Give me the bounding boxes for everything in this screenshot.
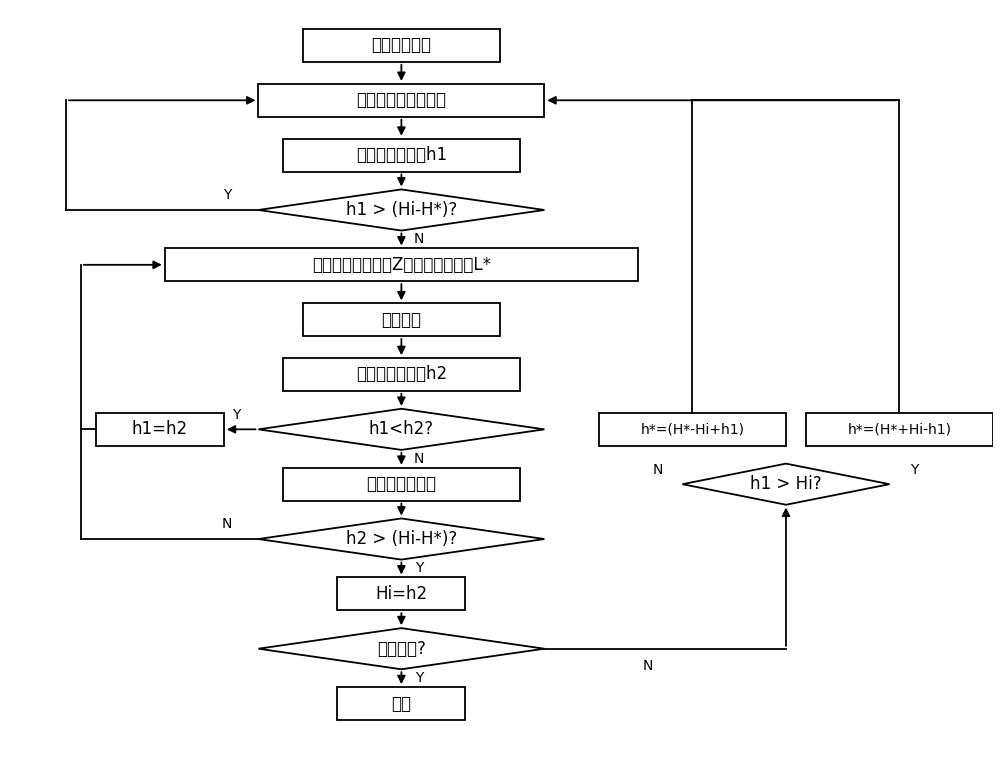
Polygon shape <box>258 628 544 669</box>
Bar <box>599 413 786 446</box>
Bar <box>283 467 520 500</box>
Text: 计算灰度方差值h1: 计算灰度方差值h1 <box>356 146 447 164</box>
Text: h1<h2?: h1<h2? <box>369 420 434 438</box>
Polygon shape <box>682 464 890 505</box>
Bar <box>337 578 465 611</box>
Text: N: N <box>653 464 663 477</box>
Text: h*=(H*+Hi-h1): h*=(H*+Hi-h1) <box>847 422 951 437</box>
Text: h1=h2: h1=h2 <box>132 420 188 438</box>
Text: 测试结束?: 测试结束? <box>377 640 426 658</box>
Text: Hi=h2: Hi=h2 <box>375 585 427 603</box>
Bar <box>806 413 993 446</box>
Text: 采集当前位置的图像: 采集当前位置的图像 <box>356 92 446 109</box>
Bar <box>283 139 520 172</box>
Bar <box>165 249 638 281</box>
Text: Y: Y <box>415 671 423 685</box>
Text: 原位测试开始: 原位测试开始 <box>371 36 431 55</box>
Text: h2 > (Hi-H*)?: h2 > (Hi-H*)? <box>346 530 457 548</box>
Polygon shape <box>258 518 544 560</box>
Text: N: N <box>414 452 424 466</box>
Bar <box>303 29 500 62</box>
Text: 采集图像: 采集图像 <box>381 310 421 329</box>
Text: 计算灰度方差值h2: 计算灰度方差值h2 <box>356 366 447 383</box>
Bar <box>96 413 224 446</box>
Polygon shape <box>258 189 544 230</box>
Text: Y: Y <box>223 188 231 202</box>
Bar <box>283 358 520 391</box>
Text: Y: Y <box>415 561 423 575</box>
Text: h1 > Hi?: h1 > Hi? <box>750 475 822 493</box>
Text: Y: Y <box>233 408 241 422</box>
Polygon shape <box>258 409 544 450</box>
Bar <box>303 303 500 336</box>
Text: N: N <box>643 659 653 673</box>
Text: 控制三维移动台沿Z轴移动最小步长L*: 控制三维移动台沿Z轴移动最小步长L* <box>312 256 491 274</box>
Text: Y: Y <box>910 464 918 477</box>
Bar <box>258 84 544 117</box>
Bar <box>337 687 465 720</box>
Text: N: N <box>414 233 424 246</box>
Text: 结束: 结束 <box>391 695 411 712</box>
Text: h*=(H*-Hi+h1): h*=(H*-Hi+h1) <box>640 422 744 437</box>
Text: h1 > (Hi-H*)?: h1 > (Hi-H*)? <box>346 201 457 219</box>
Text: N: N <box>222 517 232 531</box>
Text: 三维移动台反向: 三维移动台反向 <box>366 475 436 493</box>
